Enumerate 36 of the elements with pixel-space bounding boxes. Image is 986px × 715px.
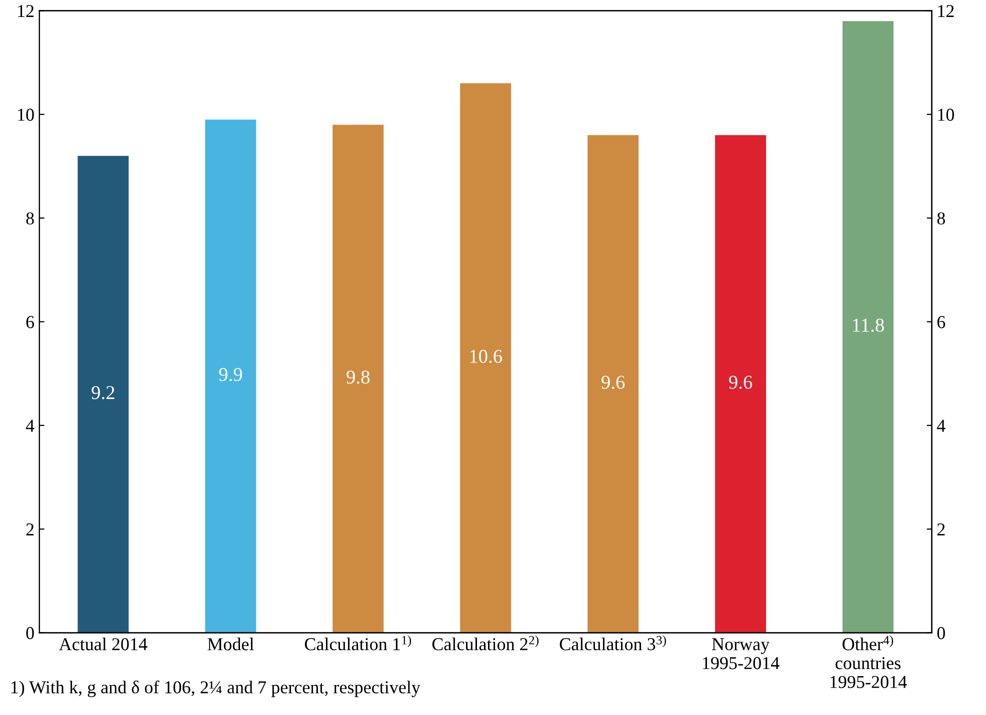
y-tick-label: 0 — [26, 627, 34, 640]
y2-tick-label: 0 — [937, 627, 945, 640]
data-label: 9.2 — [92, 386, 114, 400]
y-tick-label: 10 — [18, 108, 34, 121]
y-tick-label: 8 — [26, 212, 34, 225]
x-tick-label: Actual 2014 — [58, 638, 148, 650]
text: 1) With k, g and δ of 106, 2¼ and 7 percent, respectively — [11, 680, 420, 698]
y2-tick-label: 6 — [937, 316, 946, 328]
bar — [78, 156, 129, 633]
data-label: 9.8 — [346, 370, 370, 384]
y-tick-label: 12 — [18, 5, 34, 17]
x-tick-label: Calculation 1$^{1)}$ — [304, 636, 412, 650]
data-label: 9.6 — [729, 376, 752, 389]
y2-tick-label: 2 — [937, 523, 945, 536]
x-tick-label: Other$^{4)}$ countries 1995-2014 — [830, 636, 907, 688]
bar — [842, 21, 894, 633]
y2-tick-label: 4 — [936, 420, 946, 432]
y2-tick-label: 12 — [938, 5, 954, 17]
y2-tick-label: 8 — [937, 212, 945, 225]
x-tick-label: Norway 1995-2014 — [703, 638, 780, 670]
data-label: 10.6 — [470, 350, 502, 363]
data-label: 9.6 — [602, 376, 625, 389]
y-tick-label: 2 — [26, 523, 34, 536]
bar — [332, 124, 384, 633]
bar — [588, 135, 639, 633]
data-label: 9.9 — [219, 368, 242, 382]
y-tick-label: 6 — [26, 316, 34, 328]
y-tick-label: 4 — [26, 420, 34, 432]
bar — [715, 135, 766, 633]
bar — [205, 120, 256, 633]
x-tick-label: Model — [208, 638, 254, 650]
data-label: 11.8 — [853, 318, 884, 332]
x-tick-label: Calculation 2$^{2)}$ — [432, 636, 539, 650]
y2-tick-label: 10 — [938, 108, 954, 121]
x-tick-label: Calculation 3$^{3)}$ — [560, 636, 666, 650]
bar — [460, 83, 512, 633]
